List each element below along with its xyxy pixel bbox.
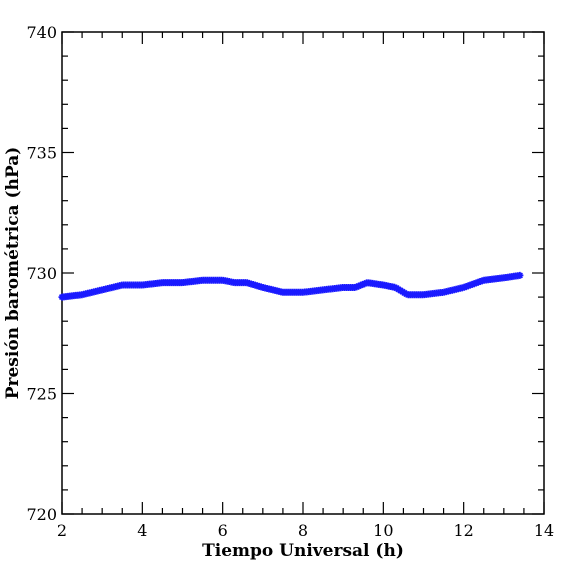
axis-tick-labels: 2 4 6 8 10 12 14 720 725 730 735 740 — [26, 23, 554, 540]
y-tick-label: 720 — [26, 505, 57, 524]
x-tick-label: 2 — [57, 521, 67, 540]
x-tick-label: 6 — [218, 521, 228, 540]
y-axis-label: Presión barométrica (hPa) — [3, 147, 23, 400]
plot-frame — [61, 31, 545, 515]
y-tick-label: 740 — [26, 23, 57, 42]
x-tick-label: 8 — [298, 521, 308, 540]
x-tick-label: 12 — [453, 521, 473, 540]
data-series — [58, 271, 524, 301]
axis-ticks — [61, 31, 545, 515]
x-tick-label: 14 — [534, 521, 554, 540]
x-axis-label: Tiempo Universal (h) — [202, 541, 404, 561]
y-tick-label: 725 — [26, 385, 57, 404]
y-tick-label: 730 — [26, 264, 57, 283]
data-point — [516, 271, 524, 279]
x-tick-label: 10 — [373, 521, 393, 540]
y-tick-label: 735 — [26, 144, 57, 163]
x-tick-label: 4 — [137, 521, 147, 540]
